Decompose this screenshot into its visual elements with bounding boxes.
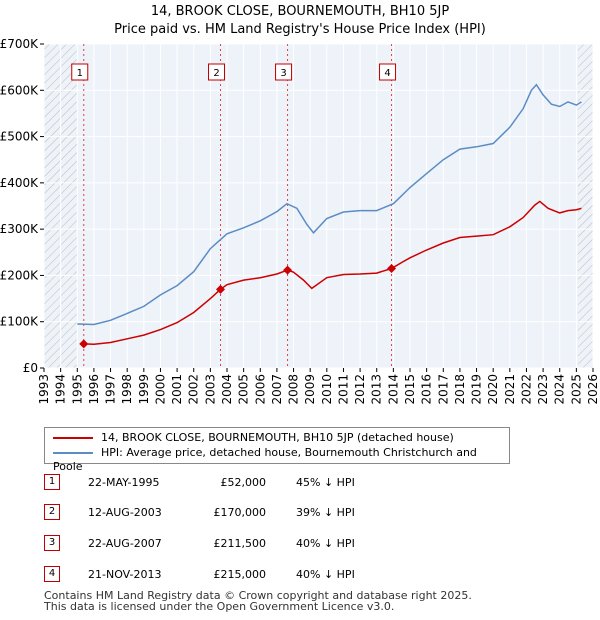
x-tick-label: 2000: [153, 374, 167, 405]
transaction-date: 21-NOV-2013: [88, 568, 162, 581]
legend-item-property: 14, BROOK CLOSE, BOURNEMOUTH, BH10 5JP (…: [53, 431, 454, 445]
legend: 14, BROOK CLOSE, BOURNEMOUTH, BH10 5JP (…: [44, 427, 510, 473]
x-tick-label: 2009: [303, 374, 317, 405]
transaction-label: 2: [213, 68, 219, 79]
hpi-line: [77, 83, 582, 326]
property-price-line: [83, 200, 582, 345]
transaction-number: 2: [44, 504, 60, 520]
table-row: 3 22-AUG-2007 £211,500 40% ↓ HPI: [44, 535, 464, 555]
transaction-hpi-diff: 39% ↓ HPI: [296, 506, 355, 519]
x-tick-label: 2003: [203, 374, 217, 405]
x-tick-label: 2006: [253, 374, 267, 405]
transaction-price: £215,000: [213, 568, 267, 581]
x-tick-label: 2001: [170, 374, 184, 405]
transaction-price: £211,500: [213, 537, 267, 550]
y-tick-label: £300K: [0, 222, 39, 236]
transaction-hpi-diff: 40% ↓ HPI: [296, 537, 355, 550]
transaction-label-box: [208, 63, 226, 81]
table-row: 1 22-MAY-1995 £52,000 45% ↓ HPI: [44, 474, 464, 494]
y-tick-label: £100K: [0, 315, 39, 329]
transaction-label: 4: [384, 68, 390, 79]
x-tick-label: 2015: [403, 374, 417, 405]
transaction-label-box: [275, 63, 293, 81]
x-tick-label: 2026: [586, 374, 600, 405]
sale-point: [283, 265, 293, 275]
x-tick-label: 2010: [320, 374, 334, 405]
footer-licence: This data is licensed under the Open Gov…: [44, 600, 395, 613]
legend-item-hpi: HPI: Average price, detached house, Bour…: [53, 446, 509, 473]
x-tick-label: 2002: [187, 374, 201, 405]
footer-copyright: Contains HM Land Registry data © Crown c…: [44, 589, 472, 602]
y-tick-label: £400K: [0, 176, 39, 190]
transaction-number: 3: [44, 535, 60, 551]
x-tick-label: 2016: [420, 374, 434, 405]
transaction-number: 1: [44, 474, 60, 490]
price-chart: 1 2 3 4 £0 £100K £200K £300K £400K £500K £600K £70…: [0, 37, 600, 405]
x-tick-label: 2004: [220, 374, 234, 405]
footer: Contains HM Land Registry data © Crown c…: [44, 590, 472, 612]
transaction-price: £52,000: [220, 476, 267, 489]
x-tick-label: 2023: [536, 374, 550, 405]
y-tick-label: £200K: [0, 268, 39, 282]
x-tick-label: 2020: [486, 374, 500, 405]
transaction-date: 22-MAY-1995: [88, 476, 160, 489]
x-tick-label: 2011: [336, 374, 350, 405]
transaction-price: £170,000: [213, 506, 267, 519]
table-row: 2 12-AUG-2003 £170,000 39% ↓ HPI: [44, 504, 464, 524]
x-tick-label: 2022: [519, 374, 533, 405]
x-tick-label: 2013: [370, 374, 384, 405]
y-tick-label: £600K: [0, 83, 39, 97]
sale-point: [387, 263, 397, 273]
transaction-label: 3: [280, 68, 286, 79]
y-tick-label: £0: [23, 361, 38, 375]
x-tick-label: 2021: [503, 374, 517, 405]
hatched-region: [578, 44, 593, 368]
x-tick-label: 2012: [353, 374, 367, 405]
legend-label-hpi: HPI: Average price, detached house, Bour…: [53, 446, 477, 473]
x-tick-label: 2018: [453, 374, 467, 405]
legend-swatch-property: [53, 437, 93, 439]
sale-point: [79, 339, 89, 349]
chart-subtitle: Price paid vs. HM Land Registry's House …: [114, 22, 486, 37]
transaction-date: 12-AUG-2003: [88, 506, 162, 519]
x-tick-label: 2019: [470, 374, 484, 405]
x-tick-label: 1994: [54, 374, 68, 405]
x-tick-label: 1993: [37, 374, 51, 405]
x-tick-label: 2008: [287, 374, 301, 405]
transaction-label-box: [71, 63, 89, 81]
plot-area: [44, 44, 593, 368]
transaction-label: 1: [77, 68, 83, 79]
sale-point: [216, 284, 226, 294]
y-tick-label: £500K: [0, 130, 39, 144]
transaction-label-box: [379, 63, 397, 81]
legend-swatch-hpi: [53, 452, 93, 454]
transaction-number: 4: [44, 566, 60, 582]
x-tick-label: 2007: [270, 374, 284, 405]
chart-title: 14, BROOK CLOSE, BOURNEMOUTH, BH10 5JP: [150, 4, 450, 19]
x-tick-label: 1995: [70, 374, 84, 405]
x-tick-label: 2024: [553, 374, 567, 405]
x-tick-label: 1996: [87, 374, 101, 405]
x-tick-label: 2014: [386, 374, 400, 405]
y-tick-label: £700K: [0, 37, 39, 51]
x-tick-label: 1999: [137, 374, 151, 405]
x-tick-label: 1997: [104, 374, 118, 405]
table-row: 4 21-NOV-2013 £215,000 40% ↓ HPI: [44, 566, 464, 586]
transaction-hpi-diff: 40% ↓ HPI: [296, 568, 355, 581]
x-tick-label: 2025: [569, 374, 583, 405]
legend-label-property: 14, BROOK CLOSE, BOURNEMOUTH, BH10 5JP (…: [101, 431, 454, 444]
x-tick-label: 2017: [436, 374, 450, 405]
transaction-hpi-diff: 45% ↓ HPI: [296, 476, 355, 489]
x-tick-label: 2005: [237, 374, 251, 405]
x-tick-label: 1998: [120, 374, 134, 405]
transaction-date: 22-AUG-2007: [88, 537, 162, 550]
